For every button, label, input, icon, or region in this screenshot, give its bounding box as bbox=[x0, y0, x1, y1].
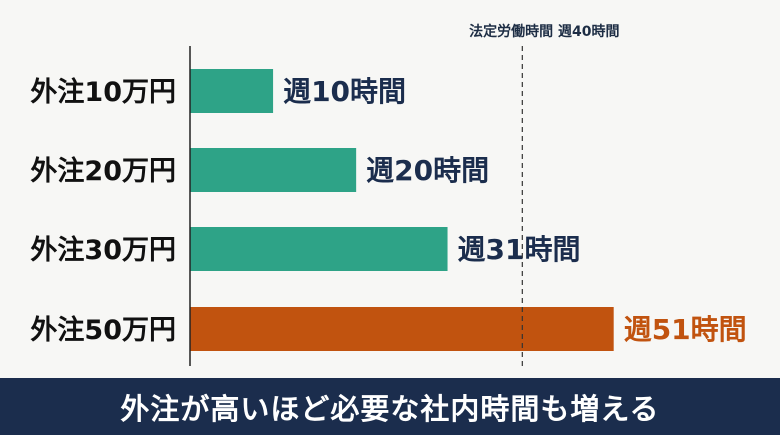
category-label-4: 外注50万円 bbox=[30, 314, 176, 346]
data-label-4: 週51時間 bbox=[624, 313, 747, 346]
bar-1 bbox=[190, 69, 274, 113]
data-label-3: 週31時間 bbox=[458, 233, 581, 266]
caption-banner: 外注が高いほど必要な社内時間も増える bbox=[0, 378, 780, 435]
category-label-2: 外注20万円 bbox=[30, 155, 176, 187]
bar-3 bbox=[190, 227, 448, 271]
data-label-1: 週10時間 bbox=[283, 75, 406, 108]
data-label-2: 週20時間 bbox=[366, 154, 489, 187]
caption-text: 外注が高いほど必要な社内時間も増える bbox=[120, 391, 660, 426]
category-label-3: 外注30万円 bbox=[30, 234, 176, 266]
bar-4 bbox=[190, 307, 614, 351]
bar-2 bbox=[190, 148, 357, 192]
category-label-1: 外注10万円 bbox=[30, 76, 176, 108]
reference-line-label: 法定労働時間 週40時間 bbox=[469, 23, 619, 40]
